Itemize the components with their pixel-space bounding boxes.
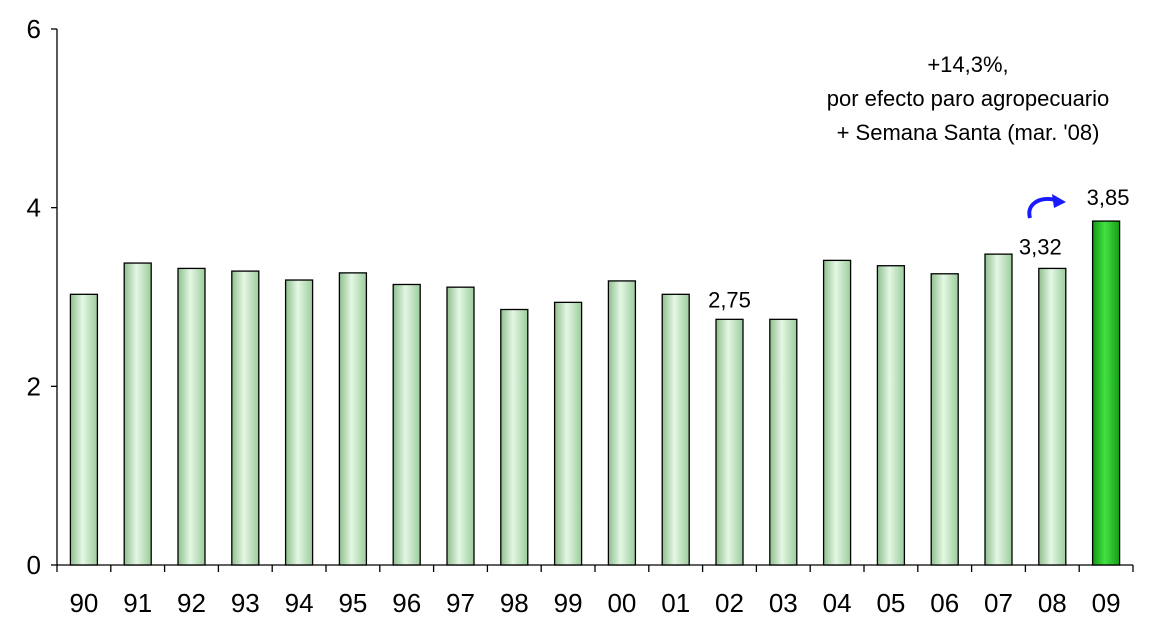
y-tick-label: 6: [27, 14, 41, 44]
x-tick-label: 08: [1038, 588, 1067, 618]
annotation-line-1: +14,3%,: [927, 52, 1008, 77]
bar-07: [984, 253, 1013, 566]
bar-05: [876, 265, 906, 566]
y-tick-label: 0: [27, 550, 41, 580]
bar-94: [284, 279, 314, 566]
arrowhead-icon: [1052, 194, 1066, 208]
curved-arrow-icon: [1027, 197, 1057, 219]
bar-93: [231, 270, 260, 566]
bar-03: [769, 318, 798, 566]
x-tick-label: 02: [715, 588, 744, 618]
x-tick-label: 90: [69, 588, 98, 618]
x-tick-label: 06: [930, 588, 959, 618]
bar-96: [392, 283, 421, 566]
x-tick-label: 96: [392, 588, 421, 618]
bar-02: [715, 318, 744, 566]
y-axis: 0 2 4 6: [27, 14, 58, 580]
bar-95: [338, 272, 368, 566]
x-tick-label: 98: [500, 588, 529, 618]
bar-09: [1091, 220, 1121, 566]
y-tick-label: 4: [27, 193, 41, 223]
bar-92: [177, 267, 206, 566]
bar-97: [446, 286, 475, 566]
x-tick-label: 00: [607, 588, 636, 618]
bar-06: [930, 273, 959, 566]
bar-01: [661, 293, 690, 566]
bar-99: [553, 301, 583, 566]
y-tick-label: 2: [27, 371, 41, 401]
x-tick-label: 03: [769, 588, 798, 618]
x-tick-label: 92: [177, 588, 206, 618]
bar-00: [607, 280, 637, 566]
x-tick-label: 01: [661, 588, 690, 618]
x-tick-label: 99: [554, 588, 583, 618]
bar-08: [1038, 267, 1067, 566]
data-label-09: 3,85: [1087, 185, 1130, 210]
x-axis: 90 91 92 93 94 95 96 97 98 99 00 01 02 03 04 05 06 07 08 09: [56, 564, 1134, 618]
annotation-line-2: por efecto paro agropecuario: [827, 86, 1110, 111]
data-label-02: 2,75: [708, 287, 751, 312]
x-tick-label: 05: [876, 588, 905, 618]
annotation-line-3: + Semana Santa (mar. '08): [837, 120, 1100, 145]
x-tick-label: 97: [446, 588, 475, 618]
bar-04: [822, 259, 852, 566]
data-label-08: 3,32: [1019, 234, 1062, 259]
bar-90: [69, 293, 99, 566]
x-tick-label: 94: [285, 588, 314, 618]
x-tick-label: 09: [1092, 588, 1121, 618]
annotation: +14,3%, por efecto paro agropecuario + S…: [827, 52, 1110, 219]
bar-91: [123, 262, 152, 566]
bar-98: [500, 308, 529, 566]
x-tick-label: 93: [231, 588, 260, 618]
bars: [69, 220, 1121, 566]
x-tick-label: 91: [123, 588, 152, 618]
x-tick-label: 07: [984, 588, 1013, 618]
x-tick-label: 95: [338, 588, 367, 618]
x-tick-label: 04: [823, 588, 852, 618]
data-labels: 2,75 3,32 3,85: [708, 185, 1129, 312]
